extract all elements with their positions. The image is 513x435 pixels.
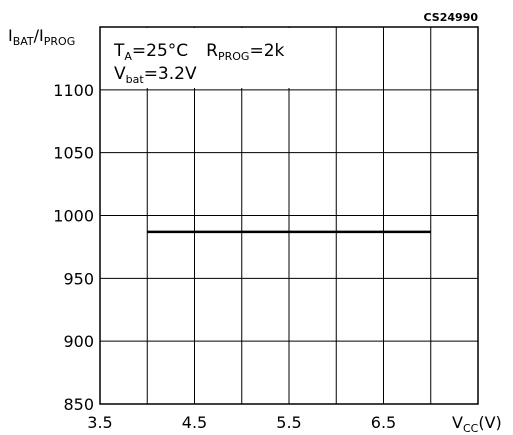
- y-tick-label: 950: [63, 269, 94, 288]
- y-tick-label: 1100: [53, 81, 94, 100]
- tick-labels: 3.5 4.5 5.5 6.5 850 900 950 1000 1050 1100: [53, 81, 396, 432]
- grid: [100, 27, 478, 404]
- y-tick-label: 900: [63, 332, 94, 351]
- x-axis-label: VCC(V): [452, 413, 502, 435]
- y-axis-label: IBAT/IPROG: [8, 26, 75, 48]
- plot-frame: [99, 26, 479, 405]
- x-tick-label: 3.5: [87, 413, 112, 432]
- y-tick-label: 850: [63, 395, 94, 414]
- annotation-line-2: Vbat=3.2V: [114, 64, 197, 86]
- x-tick-label: 4.5: [182, 413, 207, 432]
- annotation-line-1: TA=25°C RPROG=2k: [113, 41, 285, 63]
- annotation-box: [103, 28, 333, 88]
- figure-code: CS24990: [424, 11, 479, 24]
- y-tick-label: 1000: [53, 207, 94, 226]
- y-tick-label: 1050: [53, 144, 94, 163]
- x-tick-label: 5.5: [276, 413, 301, 432]
- x-tick-label: 6.5: [371, 413, 396, 432]
